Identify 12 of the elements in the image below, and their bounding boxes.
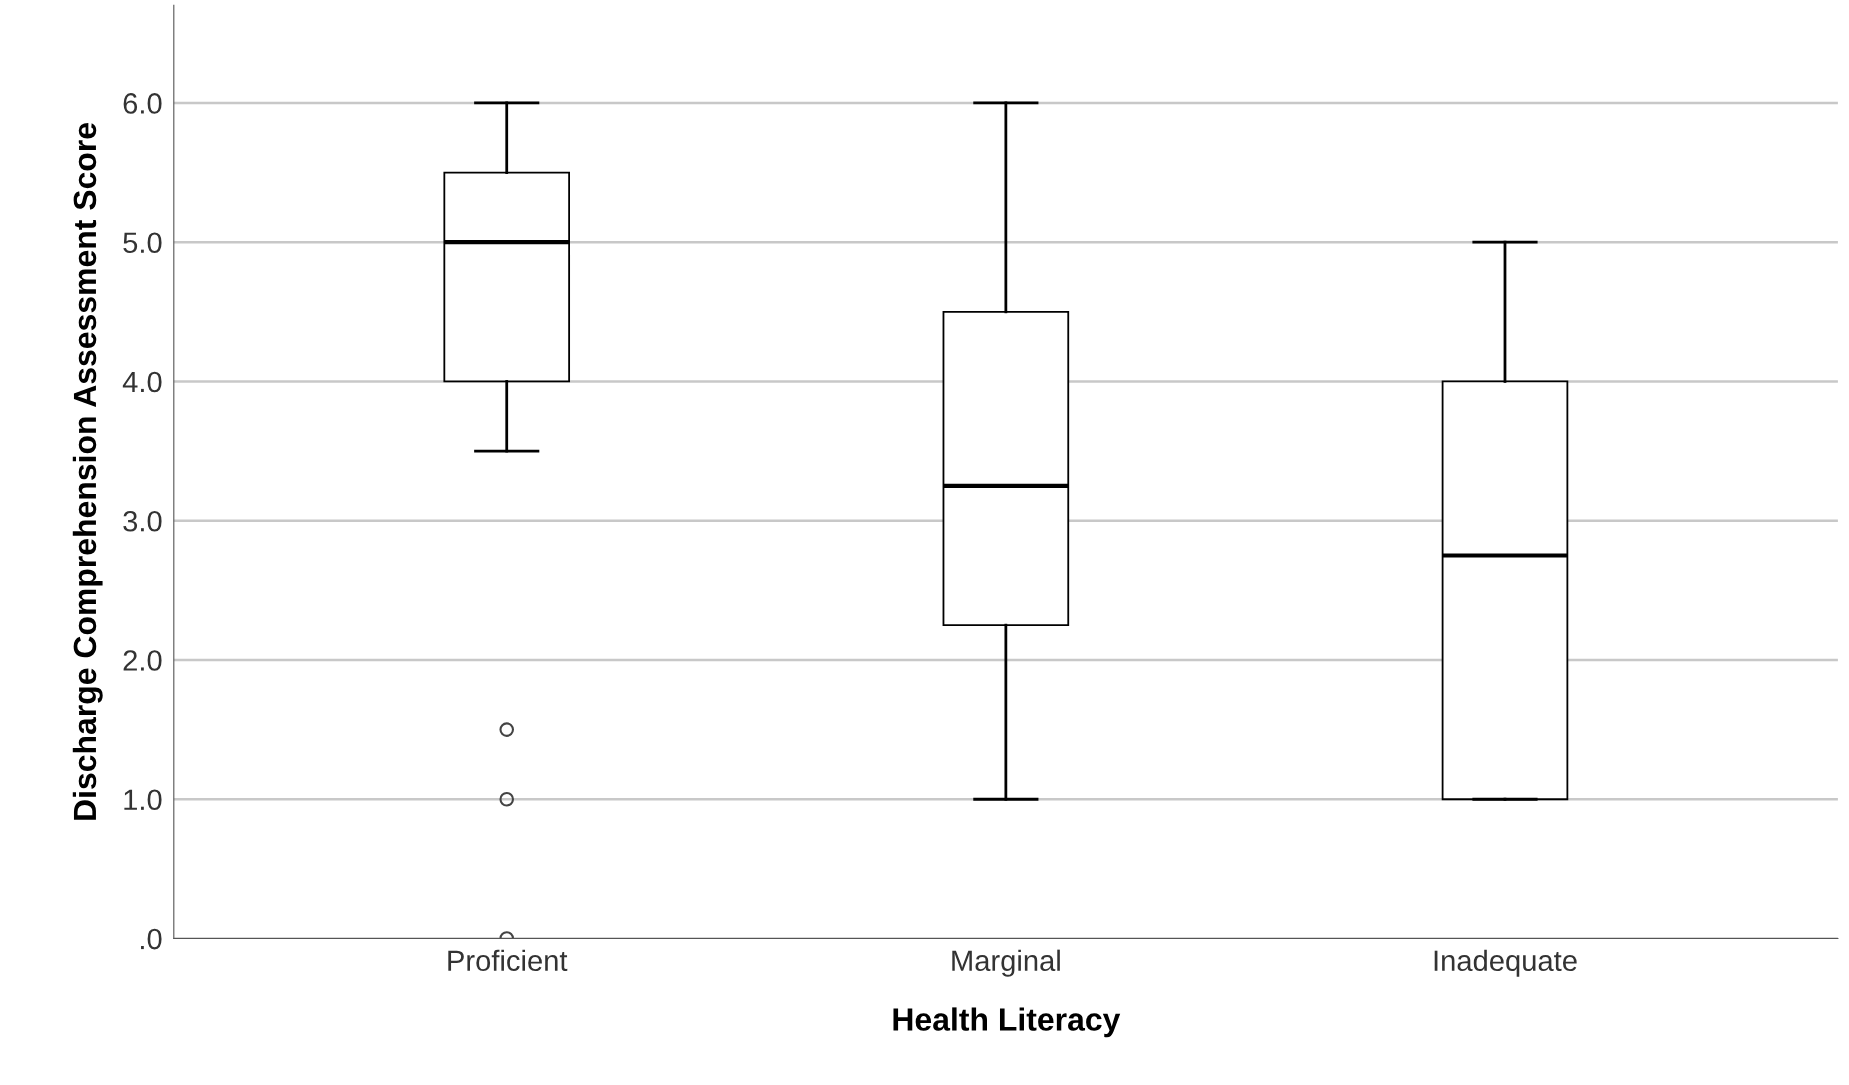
x-axis-title: Health Literacy	[893, 1007, 1121, 1038]
y-tick-label: 3.0	[123, 510, 162, 532]
y-tick-label: .0	[141, 928, 162, 950]
x-tick-label: Proficient	[448, 949, 568, 972]
x-tick-label: Inadequate	[1434, 949, 1577, 977]
y-tick-label: 4.0	[122, 371, 162, 393]
y-tick-label: 2.0	[123, 650, 162, 671]
x-tick-label: Marginal	[952, 949, 1060, 977]
y-tick-label: 5.0	[123, 232, 162, 254]
y-tick-label: 6.0	[123, 93, 162, 114]
y-axis-title: Discharge Comprehension Assessment Score	[72, 123, 103, 820]
y-tick-label: 1.0	[124, 789, 162, 811]
